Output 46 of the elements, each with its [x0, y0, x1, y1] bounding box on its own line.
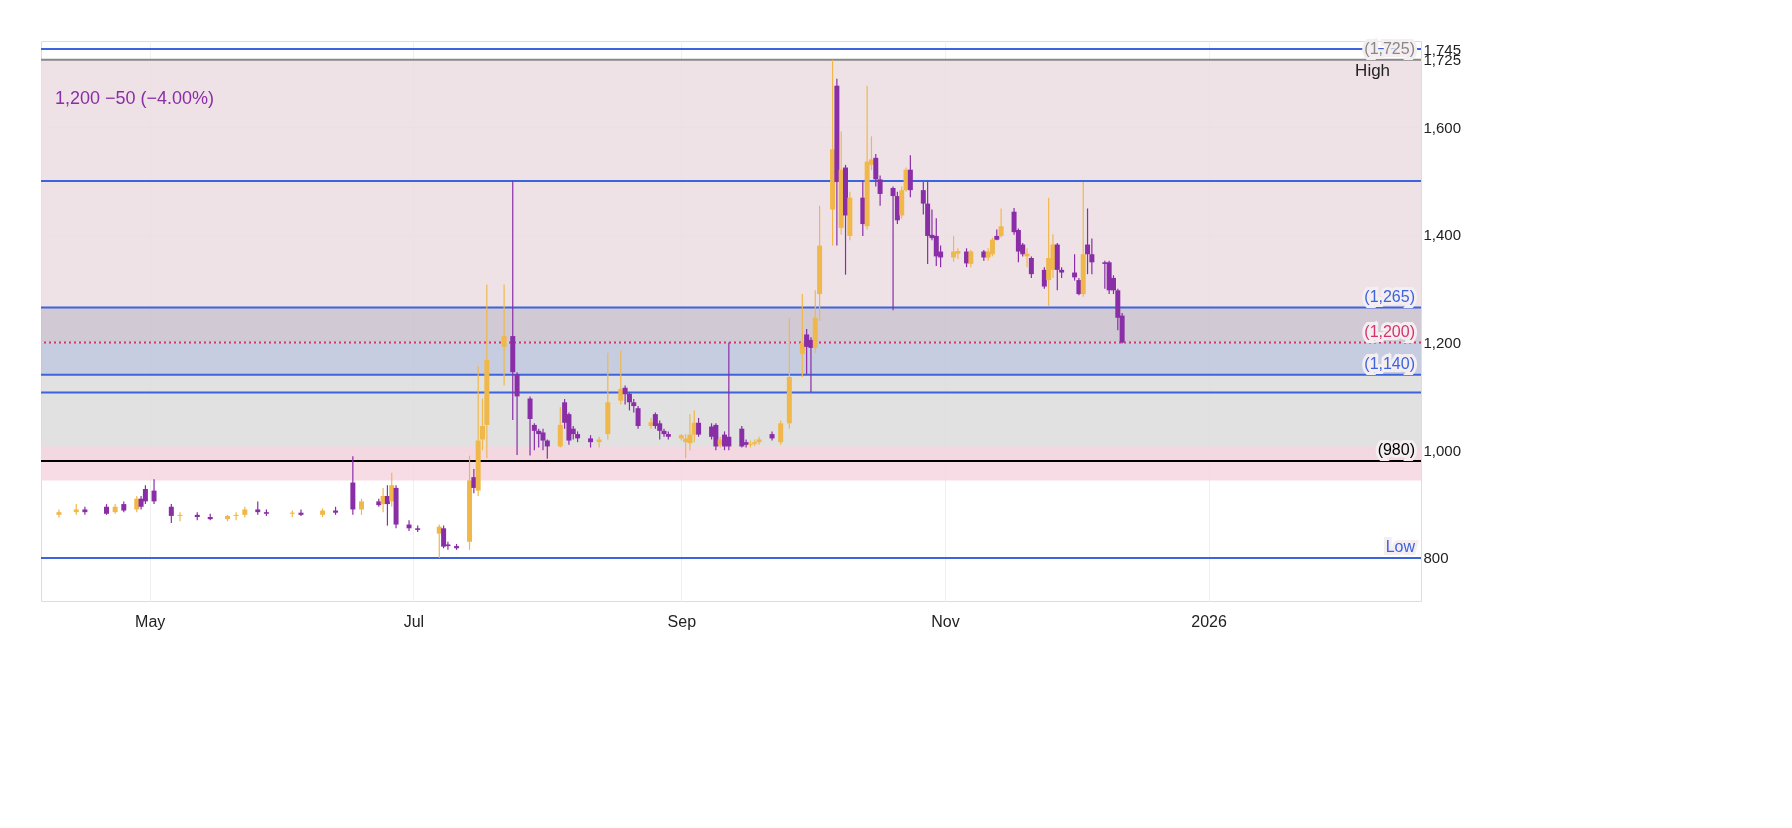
y-tick-label: 1,600	[1423, 118, 1462, 136]
y-tick-label: 1,000	[1423, 441, 1462, 459]
candlestick	[1102, 260, 1108, 290]
candlestick	[56, 508, 62, 519]
annotation: High	[1355, 60, 1391, 80]
candlestick	[1085, 207, 1091, 275]
y-tick-label: 1,200	[1423, 334, 1462, 352]
candlestick	[557, 406, 563, 449]
x-tick-label: Sep	[667, 612, 697, 630]
text: 1,200 −50 (−4.00%)	[55, 88, 215, 108]
candlestick	[177, 511, 183, 522]
ref-line-label: Low	[1385, 537, 1416, 555]
candlestick	[696, 417, 702, 438]
x-tick-label: Jul	[403, 612, 425, 630]
candlestick	[471, 468, 477, 494]
candlestick	[168, 503, 174, 524]
ref-line-label: (1,265)	[1364, 287, 1415, 305]
x-tick-label: 2026	[1191, 612, 1227, 630]
candlestick	[142, 484, 148, 505]
candlestick	[907, 154, 913, 198]
candlestick	[1028, 255, 1034, 279]
candlestick	[726, 341, 732, 451]
ref-line-label: (980)	[1377, 441, 1415, 458]
candlestick	[514, 371, 520, 456]
candlestick	[527, 395, 533, 457]
candlestick	[769, 430, 775, 442]
candlestick	[739, 425, 745, 449]
candlestick	[618, 350, 624, 406]
ref-line-label: (1,200)	[1364, 322, 1415, 340]
candlestick	[635, 405, 641, 430]
candlestick	[501, 283, 507, 387]
y-tick-label: 1,745	[1423, 40, 1462, 58]
x-tick-label: Nov	[931, 612, 960, 630]
candlestick	[622, 385, 628, 406]
ref-line-label: (1,140)	[1364, 354, 1415, 372]
candlestick	[778, 420, 784, 446]
x-tick-label: May	[135, 612, 166, 630]
candlestick	[389, 472, 395, 508]
candlestick	[82, 506, 88, 516]
candlestick	[298, 508, 304, 517]
candlestick	[989, 236, 995, 257]
candlestick	[151, 478, 157, 505]
y-tick-label: 1,400	[1423, 226, 1462, 244]
candlestick	[441, 525, 447, 549]
y-tick-label: 800	[1423, 549, 1449, 567]
candlestick	[1041, 266, 1047, 290]
